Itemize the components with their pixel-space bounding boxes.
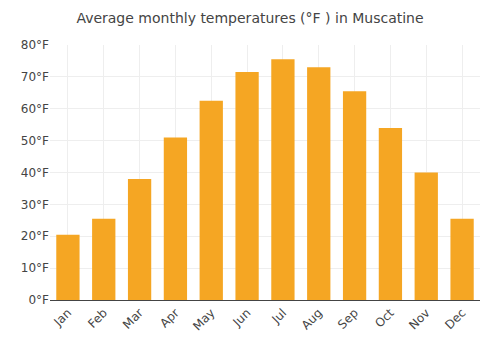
svg-text:0°F: 0°F — [28, 293, 49, 307]
svg-text:70°F: 70°F — [21, 70, 49, 84]
svg-text:80°F: 80°F — [21, 38, 49, 52]
svg-text:Jul: Jul — [268, 306, 289, 327]
svg-text:40°F: 40°F — [21, 166, 49, 180]
svg-text:Aug: Aug — [299, 306, 325, 332]
svg-text:Mar: Mar — [120, 306, 146, 332]
svg-text:Nov: Nov — [406, 306, 432, 332]
svg-text:Apr: Apr — [157, 306, 182, 331]
svg-text:Jan: Jan — [51, 306, 75, 330]
svg-text:30°F: 30°F — [21, 198, 49, 212]
svg-text:20°F: 20°F — [21, 229, 49, 243]
svg-text:Oct: Oct — [372, 306, 397, 331]
svg-text:Average monthly temperatures (: Average monthly temperatures (°F ) in Mu… — [76, 10, 423, 26]
svg-text:Jun: Jun — [230, 306, 254, 330]
svg-text:Feb: Feb — [85, 306, 110, 331]
svg-text:50°F: 50°F — [21, 134, 49, 148]
svg-text:May: May — [190, 306, 217, 333]
svg-text:60°F: 60°F — [21, 102, 49, 116]
svg-text:Dec: Dec — [442, 306, 468, 332]
svg-text:Sep: Sep — [335, 306, 361, 332]
svg-text:10°F: 10°F — [21, 261, 49, 275]
